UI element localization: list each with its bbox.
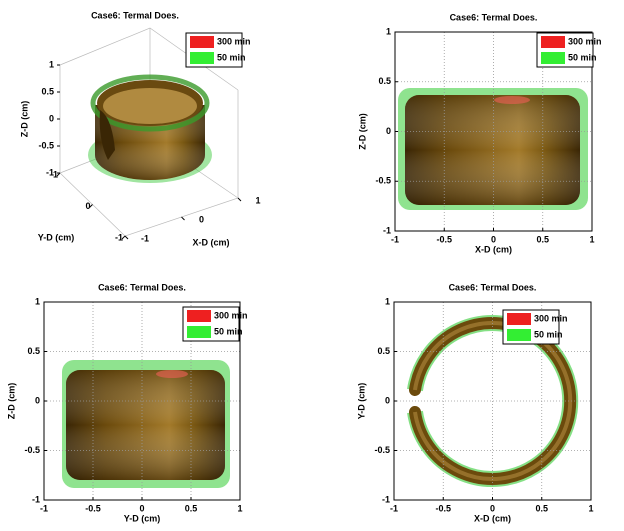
y-tick-label: -1	[383, 225, 391, 235]
figure: Case6: Termal Does. -1 -0.5 0 0.5 1 -1 0 1 -1 0 1 Z-…	[0, 0, 624, 531]
isosurface-yz	[62, 360, 230, 488]
legend-label: 300 min	[534, 313, 568, 323]
z-axis-label: Z-D (cm)	[19, 101, 29, 138]
x-tick-label: -0.5	[85, 503, 101, 513]
x-tick-label: 0.5	[185, 503, 198, 513]
x-axis-label: X-D (cm)	[475, 244, 512, 254]
y-tick-label: 1	[53, 169, 58, 179]
x-tick	[182, 217, 185, 220]
y-tick-label: 1	[35, 296, 40, 306]
x-tick-label: 1	[589, 234, 594, 244]
y-tick-label: -1	[32, 494, 40, 504]
x-axis-label: Y-D (cm)	[124, 513, 161, 523]
y-tick-label: 0	[85, 201, 90, 211]
x-tick-label: -1	[40, 503, 48, 513]
y-tick-label: 0.5	[377, 346, 390, 356]
z-tick-label: 0	[49, 113, 54, 123]
legend-label: 300 min	[217, 36, 251, 46]
z-tick-label: 0.5	[41, 86, 54, 96]
y-axis-label: Z-D (cm)	[6, 383, 16, 420]
legend-swatch	[507, 313, 531, 325]
x-tick-label: 0.5	[535, 503, 548, 513]
x-tick-label: -1	[141, 233, 149, 243]
legend-label: 50 min	[568, 52, 597, 62]
y-tick-label: 0	[385, 395, 390, 405]
x-tick	[238, 198, 241, 201]
x-tick-label: 1	[237, 503, 242, 513]
x-tick-label: 1	[588, 503, 593, 513]
legend-swatch	[507, 329, 531, 341]
y-tick-label: 1	[386, 26, 391, 36]
x-tick	[125, 236, 128, 239]
y-axis-label: Y-D (cm)	[38, 232, 75, 242]
x-axis-label: X-D (cm)	[192, 237, 229, 247]
x-tick-label: 0.5	[536, 234, 549, 244]
legend-swatch	[190, 52, 214, 64]
legend-label: 50 min	[534, 329, 563, 339]
chart-title: Case6: Termal Does.	[91, 10, 179, 20]
legend-swatch	[541, 52, 565, 64]
x-tick-label: 0	[490, 503, 495, 513]
legend-swatch	[541, 36, 565, 48]
legend-swatch	[190, 36, 214, 48]
z-tick-label: 1	[49, 59, 54, 69]
chart-title: Case6: Termal Does.	[98, 282, 186, 292]
legend-label: 50 min	[217, 52, 246, 62]
legend-swatch	[187, 326, 211, 338]
legend-label: 300 min	[214, 310, 248, 320]
y-tick-label: 0	[35, 395, 40, 405]
x-tick-label: -1	[390, 503, 398, 513]
y-tick-label: -1	[382, 494, 390, 504]
x-tick-label: -0.5	[435, 503, 451, 513]
y-tick-label: 0.5	[27, 346, 40, 356]
x-tick-label: -1	[391, 234, 399, 244]
isosurface-3d	[88, 77, 212, 183]
x-axis-label: X-D (cm)	[474, 513, 511, 523]
x-tick-label: 0	[491, 234, 496, 244]
legend-label: 300 min	[568, 36, 602, 46]
x-tick-label: 0	[139, 503, 144, 513]
y-axis-label: Y-D (cm)	[356, 383, 366, 420]
x-tick-label: 0	[199, 214, 204, 224]
x-tick-label: -0.5	[436, 234, 452, 244]
y-axis-label: Z-D (cm)	[357, 113, 367, 150]
y-tick-label: -0.5	[375, 176, 391, 186]
y-tick-label: 0.5	[378, 76, 391, 86]
y-tick-label: 1	[385, 296, 390, 306]
y-tick-label: 0	[386, 126, 391, 136]
x-tick-label: 1	[255, 195, 260, 205]
y-tick-label: -1	[115, 232, 123, 242]
legend-swatch	[187, 310, 211, 322]
y-tick-label: -0.5	[374, 445, 390, 455]
chart-title: Case6: Termal Does.	[449, 282, 537, 292]
chart-title: Case6: Termal Does.	[450, 12, 538, 22]
legend-label: 50 min	[214, 326, 243, 336]
y-tick-label: -0.5	[24, 445, 40, 455]
z-tick-label: -0.5	[38, 140, 54, 150]
isosurface-xz	[398, 88, 588, 210]
